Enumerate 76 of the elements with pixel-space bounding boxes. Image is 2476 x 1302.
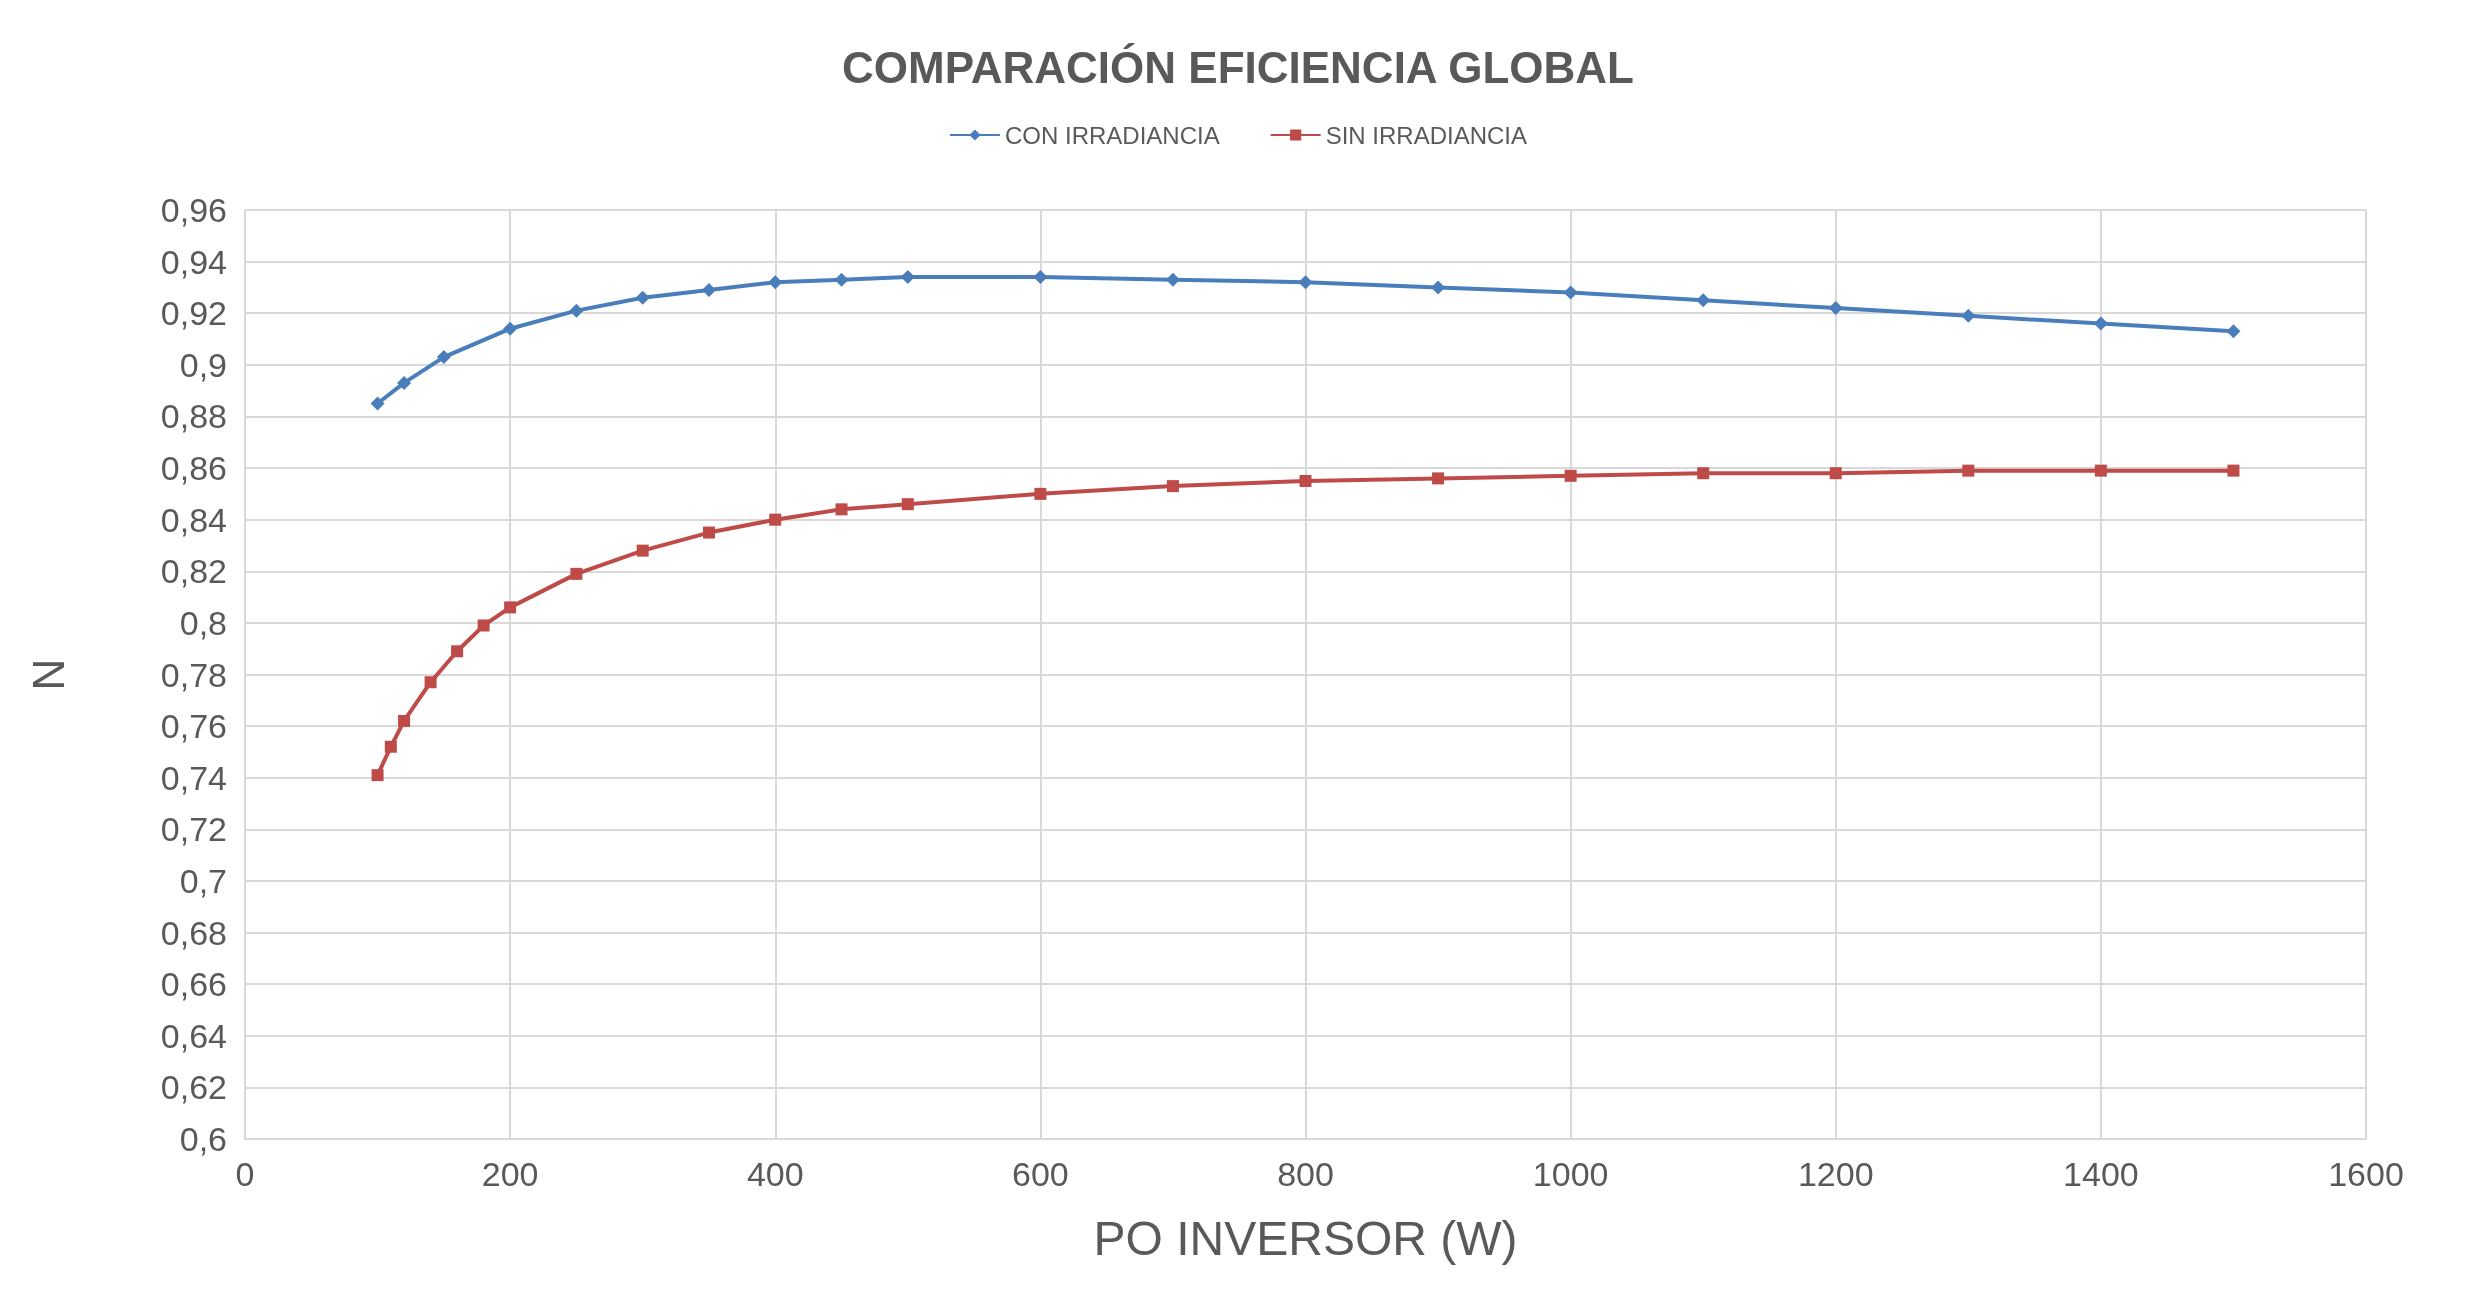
x-tick-label: 0 xyxy=(235,1155,255,1193)
y-axis-title: N xyxy=(23,658,73,691)
point xyxy=(768,275,783,290)
point xyxy=(1563,285,1578,300)
chart-title: COMPARACIÓN EFICIENCIA GLOBAL xyxy=(842,42,1634,92)
x-tick-label: 400 xyxy=(746,1155,804,1193)
point xyxy=(702,526,715,539)
y-tick-label: 0,82 xyxy=(160,552,227,591)
y-tick-label: 0,6 xyxy=(179,1120,227,1158)
y-tick-label: 0,8 xyxy=(179,603,227,642)
point xyxy=(1166,480,1179,493)
point xyxy=(834,272,849,287)
point xyxy=(1033,270,1048,285)
x-tick-label: 1600 xyxy=(2328,1155,2404,1193)
point xyxy=(635,290,650,305)
y-tick-label: 0,92 xyxy=(160,294,227,333)
point xyxy=(570,567,583,580)
y-tick-label: 0,94 xyxy=(160,242,227,281)
point xyxy=(1962,464,1975,477)
point xyxy=(835,503,848,516)
point xyxy=(1165,272,1180,287)
y-tick-label: 0,7 xyxy=(179,861,227,900)
point xyxy=(436,350,451,365)
y-tick-label: 0,78 xyxy=(160,655,227,694)
x-tick-label: 1000 xyxy=(1532,1155,1609,1193)
point xyxy=(504,601,517,614)
point xyxy=(2226,324,2241,339)
point xyxy=(451,645,464,658)
point xyxy=(1696,293,1711,308)
point xyxy=(2094,464,2107,477)
point xyxy=(900,270,915,285)
y-tick-label: 0,88 xyxy=(160,397,227,436)
point xyxy=(424,676,437,689)
point xyxy=(1564,469,1577,482)
point xyxy=(398,714,411,727)
point xyxy=(769,513,782,526)
point xyxy=(370,396,385,411)
point xyxy=(1697,467,1710,480)
point xyxy=(901,498,914,511)
point xyxy=(1299,474,1312,487)
x-tick-label: 200 xyxy=(481,1155,539,1193)
point xyxy=(1298,275,1313,290)
x-tick-label: 800 xyxy=(1277,1155,1334,1193)
y-tick-label: 0,72 xyxy=(160,810,227,849)
point xyxy=(2093,316,2108,331)
y-tick-label: 0,68 xyxy=(160,913,227,952)
x-axis-title: PO INVERSOR (W) xyxy=(1093,1211,1518,1265)
point xyxy=(569,303,584,318)
legend-label: SIN IRRADIANCIA xyxy=(1325,121,1528,149)
legend-label: CON IRRADIANCIA xyxy=(1004,121,1220,149)
y-tick-label: 0,84 xyxy=(160,500,227,539)
x-tick-label: 1400 xyxy=(2063,1155,2139,1193)
point xyxy=(2227,464,2240,477)
y-tick-label: 0,96 xyxy=(160,191,227,229)
point xyxy=(1432,472,1445,485)
point xyxy=(1828,301,1843,316)
point xyxy=(371,769,384,782)
point xyxy=(397,375,412,390)
point xyxy=(1431,280,1446,295)
point xyxy=(1829,467,1842,480)
y-tick-label: 0,9 xyxy=(179,345,227,384)
point xyxy=(384,740,397,753)
point xyxy=(503,321,518,336)
point xyxy=(1961,308,1976,323)
x-tick-label: 600 xyxy=(1012,1155,1069,1193)
y-tick-label: 0,62 xyxy=(160,1068,227,1107)
y-tick-label: 0,86 xyxy=(160,449,227,488)
y-tick-label: 0,64 xyxy=(160,1016,227,1055)
x-tick-label: 1200 xyxy=(1797,1155,1874,1193)
point xyxy=(636,544,649,557)
point xyxy=(701,283,716,297)
y-tick-label: 0,74 xyxy=(160,758,227,797)
point xyxy=(1034,487,1047,500)
point xyxy=(477,619,490,632)
y-tick-label: 0,76 xyxy=(160,707,227,746)
y-tick-label: 0,66 xyxy=(160,965,227,1004)
